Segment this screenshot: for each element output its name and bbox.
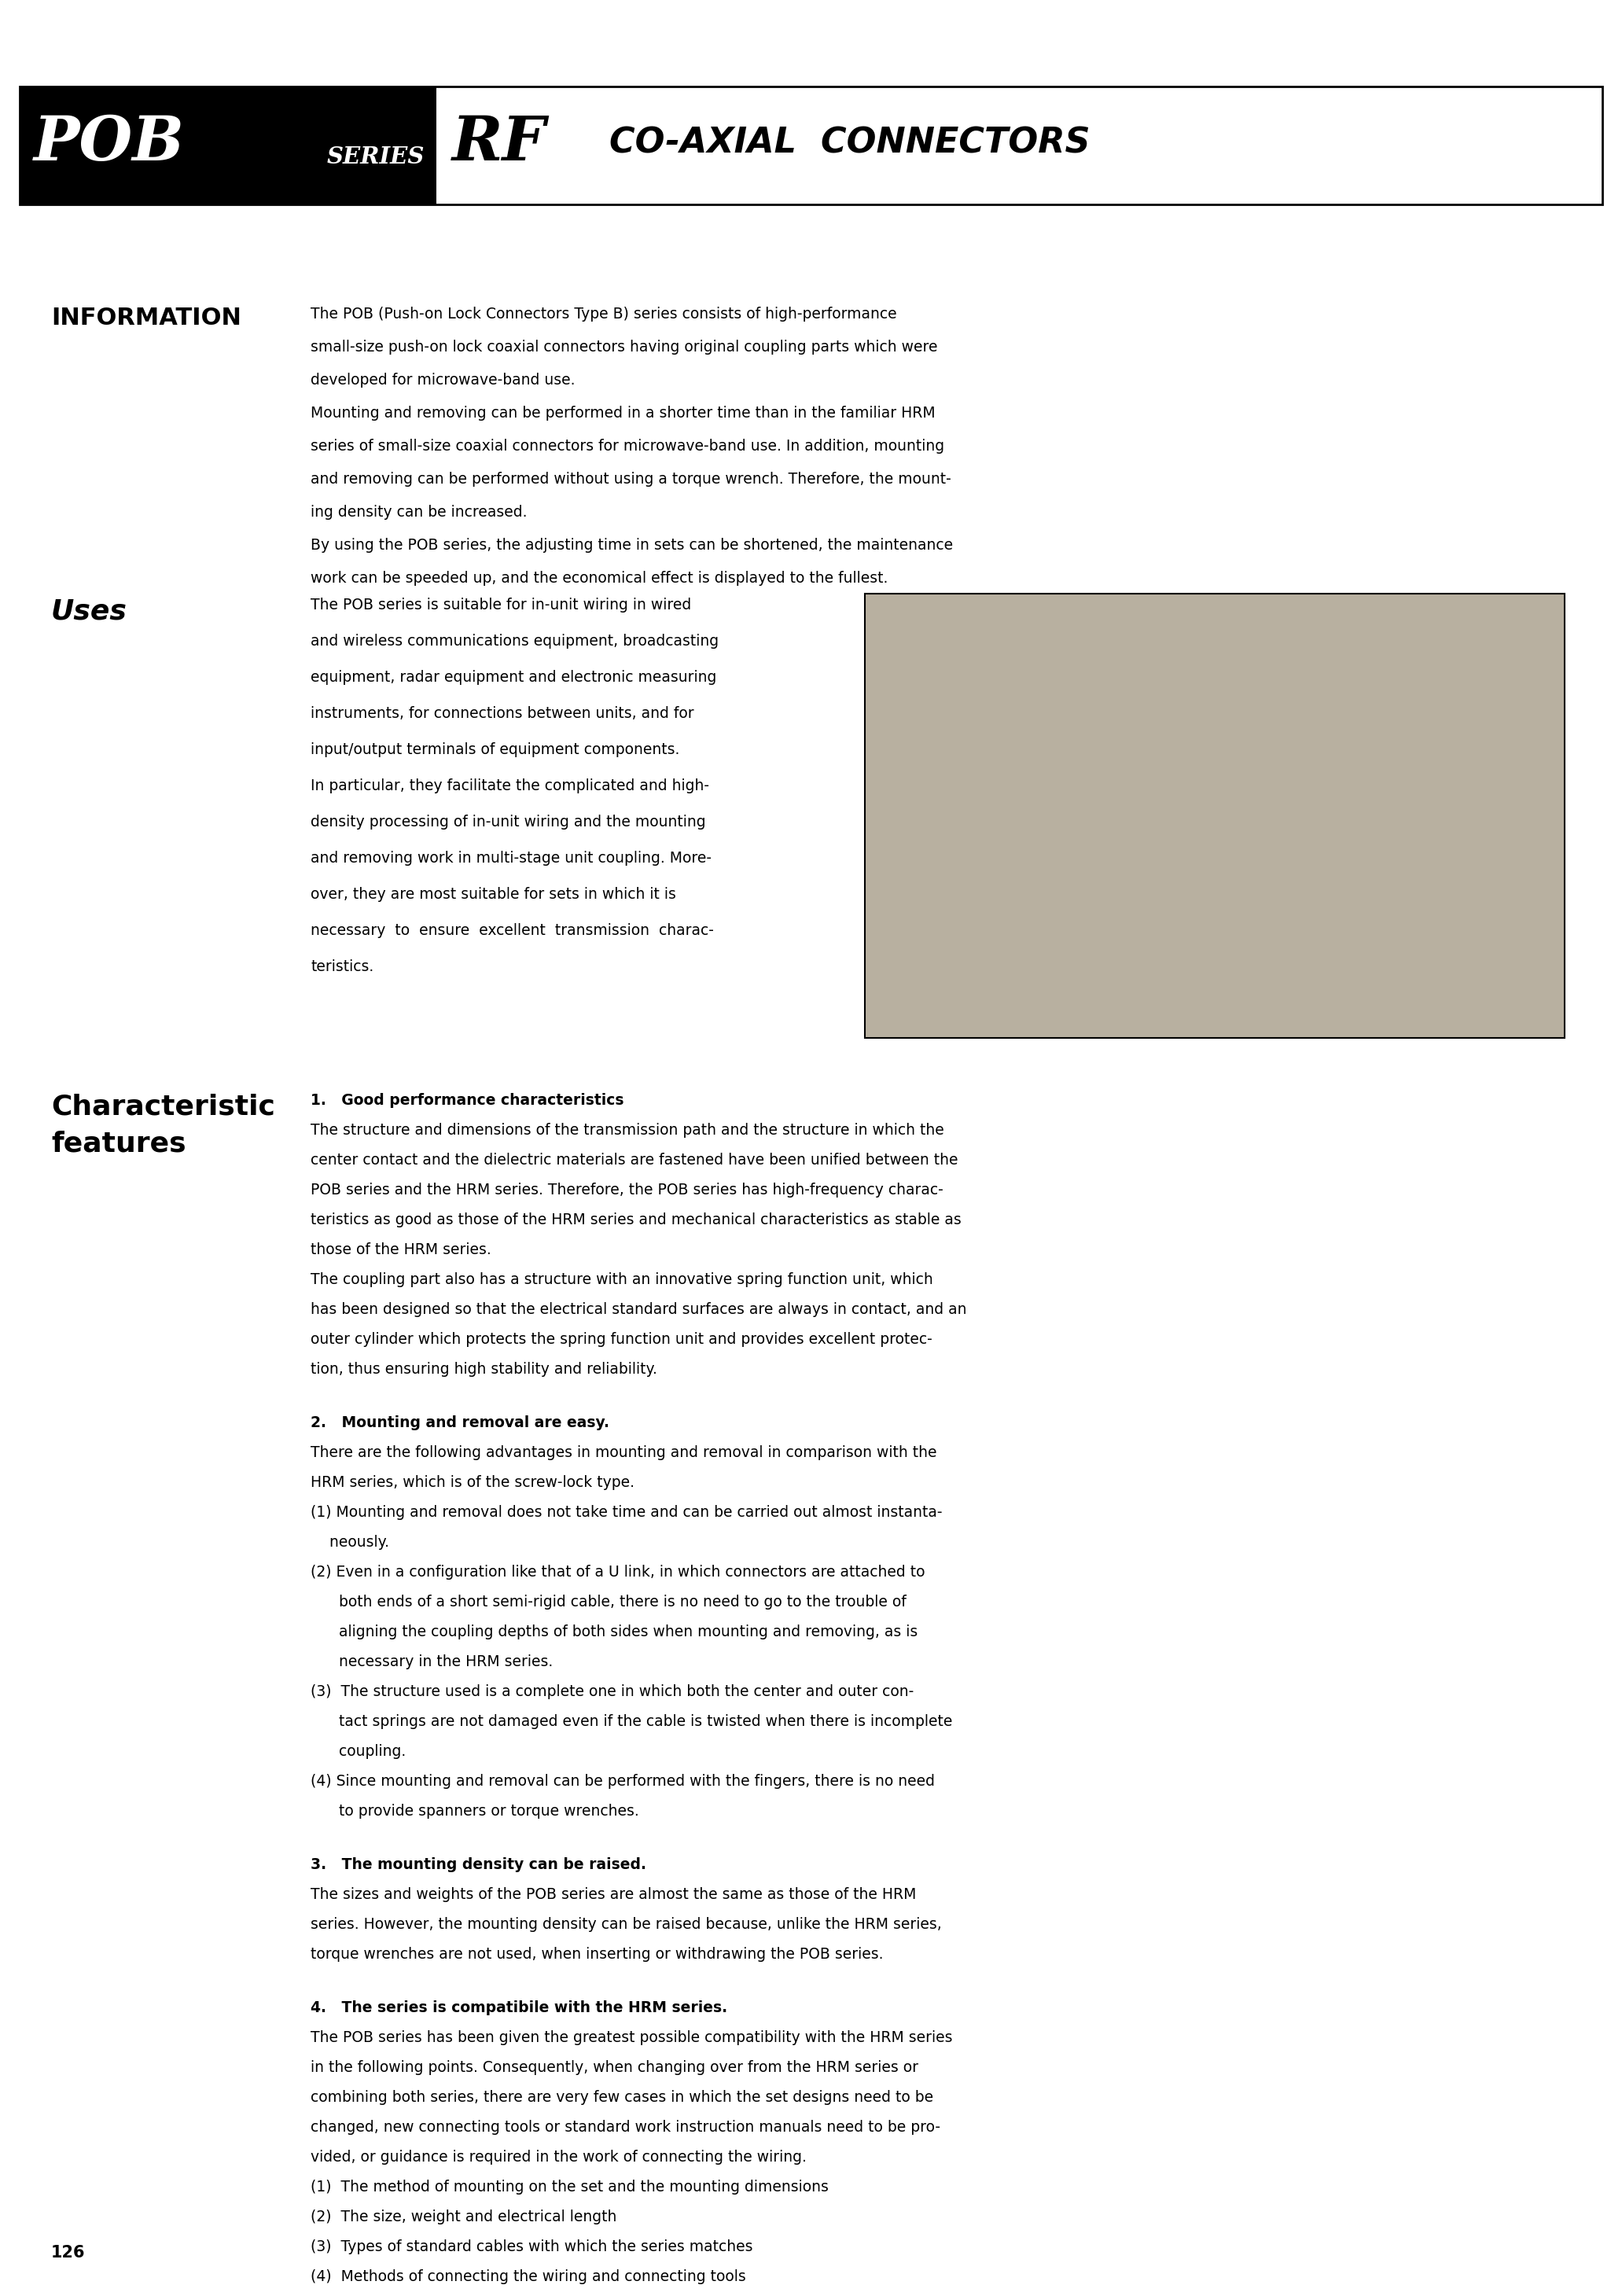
Bar [19,87,1603,204]
Text: (4) Since mounting and removal can be performed with the fingers, there is no ne: (4) Since mounting and removal can be pe… [310,1775,934,1789]
Text: tion, thus ensuring high stability and reliability.: tion, thus ensuring high stability and r… [310,1362,657,1378]
Text: and wireless communications equipment, broadcasting: and wireless communications equipment, b… [310,634,719,650]
Text: RF: RF [453,113,547,172]
Text: Uses: Uses [52,597,127,625]
Text: torque wrenches are not used, when inserting or withdrawing the POB series.: torque wrenches are not used, when inser… [310,1947,884,1961]
Text: center contact and the dielectric materials are fastened have been unified betwe: center contact and the dielectric materi… [310,1153,959,1169]
Text: 4.   The series is compatibile with the HRM series.: 4. The series is compatibile with the HR… [310,2000,727,2016]
Bar [19,87,436,204]
Text: teristics.: teristics. [310,960,373,974]
Text: 3.   The mounting density can be raised.: 3. The mounting density can be raised. [310,1857,646,1871]
Text: The coupling part also has a structure with an innovative spring function unit, : The coupling part also has a structure w… [310,1272,933,1288]
Text: There are the following advantages in mounting and removal in comparison with th: There are the following advantages in mo… [310,1444,938,1460]
Text: work can be speeded up, and the economical effect is displayed to the fullest.: work can be speeded up, and the economic… [310,572,887,585]
Text: Characteristic
features: Characteristic features [52,1093,276,1157]
Text: The sizes and weights of the POB series are almost the same as those of the HRM: The sizes and weights of the POB series … [310,1887,916,1901]
Text: series of small-size coaxial connectors for microwave-band use. In addition, mou: series of small-size coaxial connectors … [310,439,944,455]
Text: INFORMATION: INFORMATION [52,308,242,328]
Text: (1)  The method of mounting on the set and the mounting dimensions: (1) The method of mounting on the set an… [310,2179,829,2195]
Text: The POB (Push-on Lock Connectors Type B) series consists of high-performance: The POB (Push-on Lock Connectors Type B)… [310,308,897,321]
Text: and removing work in multi-stage unit coupling. More-: and removing work in multi-stage unit co… [310,852,712,866]
Text: (1) Mounting and removal does not take time and can be carried out almost instan: (1) Mounting and removal does not take t… [310,1504,942,1520]
Text: In particular, they facilitate the complicated and high-: In particular, they facilitate the compl… [310,778,709,794]
Text: HRM series, which is of the screw-lock type.: HRM series, which is of the screw-lock t… [310,1474,634,1490]
Text: necessary in the HRM series.: necessary in the HRM series. [310,1655,553,1669]
Text: By using the POB series, the adjusting time in sets can be shortened, the mainte: By using the POB series, the adjusting t… [310,537,954,553]
Text: necessary  to  ensure  excellent  transmission  charac-: necessary to ensure excellent transmissi… [310,923,714,939]
Text: developed for microwave-band use.: developed for microwave-band use. [310,372,576,388]
Text: The structure and dimensions of the transmission path and the structure in which: The structure and dimensions of the tran… [310,1123,944,1139]
Text: aligning the coupling depths of both sides when mounting and removing, as is: aligning the coupling depths of both sid… [310,1626,918,1639]
Text: instruments, for connections between units, and for: instruments, for connections between uni… [310,707,694,721]
Text: (3)  Types of standard cables with which the series matches: (3) Types of standard cables with which … [310,2239,753,2255]
Text: both ends of a short semi-rigid cable, there is no need to go to the trouble of: both ends of a short semi-rigid cable, t… [310,1596,907,1609]
Text: The POB series has been given the greatest possible compatibility with the HRM s: The POB series has been given the greate… [310,2030,952,2046]
Text: tact springs are not damaged even if the cable is twisted when there is incomple: tact springs are not damaged even if the… [310,1715,952,1729]
Text: to provide spanners or torque wrenches.: to provide spanners or torque wrenches. [310,1805,639,1818]
Text: over, they are most suitable for sets in which it is: over, they are most suitable for sets in… [310,886,676,902]
Text: ing density can be increased.: ing density can be increased. [310,505,527,519]
Text: 1.   Good performance characteristics: 1. Good performance characteristics [310,1093,624,1109]
Text: SERIES: SERIES [326,147,425,168]
Bar [865,595,1565,1038]
Text: coupling.: coupling. [310,1745,406,1759]
Text: equipment, radar equipment and electronic measuring: equipment, radar equipment and electroni… [310,670,717,684]
Text: input/output terminals of equipment components.: input/output terminals of equipment comp… [310,742,680,758]
Text: vided, or guidance is required in the work of connecting the wiring.: vided, or guidance is required in the wo… [310,2149,806,2165]
Text: neously.: neously. [310,1534,389,1550]
Text: 126: 126 [52,2245,86,2262]
Text: teristics as good as those of the HRM series and mechanical characteristics as s: teristics as good as those of the HRM se… [310,1212,962,1228]
Text: has been designed so that the electrical standard surfaces are always in contact: has been designed so that the electrical… [310,1302,967,1318]
Text: CO-AXIAL  CONNECTORS: CO-AXIAL CONNECTORS [610,126,1090,161]
Text: outer cylinder which protects the spring function unit and provides excellent pr: outer cylinder which protects the spring… [310,1332,933,1348]
Text: (2) Even in a configuration like that of a U link, in which connectors are attac: (2) Even in a configuration like that of… [310,1566,925,1580]
Text: POB: POB [34,113,185,172]
Text: series. However, the mounting density can be raised because, unlike the HRM seri: series. However, the mounting density ca… [310,1917,942,1931]
Text: The POB series is suitable for in-unit wiring in wired: The POB series is suitable for in-unit w… [310,597,691,613]
Text: Mounting and removing can be performed in a shorter time than in the familiar HR: Mounting and removing can be performed i… [310,406,936,420]
Text: density processing of in-unit wiring and the mounting: density processing of in-unit wiring and… [310,815,706,829]
Text: (3)  The structure used is a complete one in which both the center and outer con: (3) The structure used is a complete one… [310,1685,913,1699]
Text: and removing can be performed without using a torque wrench. Therefore, the moun: and removing can be performed without us… [310,471,950,487]
Text: changed, new connecting tools or standard work instruction manuals need to be pr: changed, new connecting tools or standar… [310,2119,941,2135]
Text: (4)  Methods of connecting the wiring and connecting tools: (4) Methods of connecting the wiring and… [310,2268,746,2285]
Text: in the following points. Consequently, when changing over from the HRM series or: in the following points. Consequently, w… [310,2060,918,2076]
Text: small-size push-on lock coaxial connectors having original coupling parts which : small-size push-on lock coaxial connecto… [310,340,938,354]
Text: POB series and the HRM series. Therefore, the POB series has high-frequency char: POB series and the HRM series. Therefore… [310,1182,944,1199]
Text: 2.   Mounting and removal are easy.: 2. Mounting and removal are easy. [310,1414,610,1430]
Text: (2)  The size, weight and electrical length: (2) The size, weight and electrical leng… [310,2209,616,2225]
Text: combining both series, there are very few cases in which the set designs need to: combining both series, there are very fe… [310,2089,933,2105]
Text: those of the HRM series.: those of the HRM series. [310,1242,491,1258]
